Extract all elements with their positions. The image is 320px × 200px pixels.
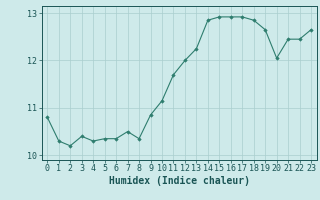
X-axis label: Humidex (Indice chaleur): Humidex (Indice chaleur) bbox=[109, 176, 250, 186]
